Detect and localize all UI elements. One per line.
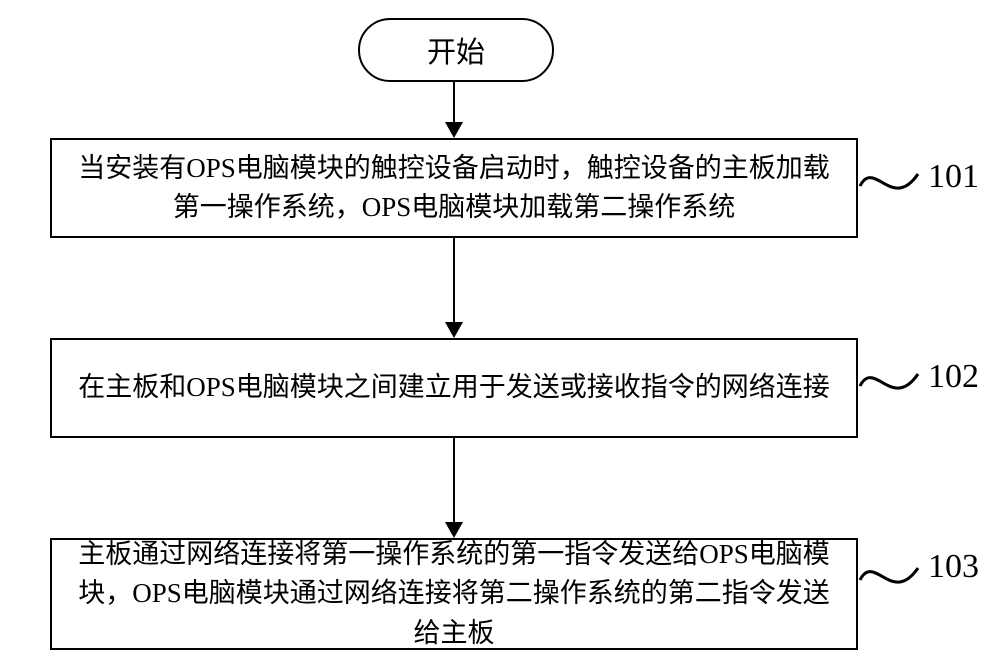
step-101-text: 当安装有OPS电脑模块的触控设备启动时，触控设备的主板加载第一操作系统，OPS电… <box>68 149 840 227</box>
step-103-text: 主板通过网络连接将第一操作系统的第一指令发送给OPS电脑模块，OPS电脑模块通过… <box>68 535 840 652</box>
curve-102 <box>858 350 926 410</box>
edge-start-step1-head <box>445 122 463 138</box>
step-101: 当安装有OPS电脑模块的触控设备启动时，触控设备的主板加载第一操作系统，OPS电… <box>50 138 858 238</box>
start-text: 开始 <box>427 29 485 71</box>
edge-step1-step2 <box>453 238 455 322</box>
label-103: 103 <box>928 548 979 586</box>
edge-step1-step2-head <box>445 322 463 338</box>
edge-start-step1 <box>453 80 455 122</box>
step-102-text: 在主板和OPS电脑模块之间建立用于发送或接收指令的网络连接 <box>78 368 830 407</box>
curve-101 <box>858 150 926 210</box>
step-103: 主板通过网络连接将第一操作系统的第一指令发送给OPS电脑模块，OPS电脑模块通过… <box>50 538 858 650</box>
curve-103 <box>858 544 926 604</box>
flowchart-canvas: 开始 当安装有OPS电脑模块的触控设备启动时，触控设备的主板加载第一操作系统，O… <box>0 0 1000 664</box>
step-102: 在主板和OPS电脑模块之间建立用于发送或接收指令的网络连接 <box>50 338 858 438</box>
label-101: 101 <box>928 158 979 196</box>
edge-step2-step3 <box>453 438 455 522</box>
label-102: 102 <box>928 358 979 396</box>
start-node: 开始 <box>358 18 554 82</box>
